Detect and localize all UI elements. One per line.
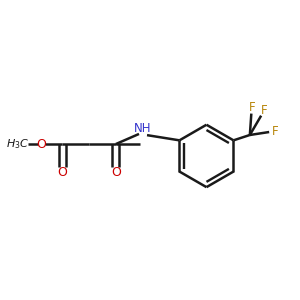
Text: F: F	[272, 124, 279, 137]
Text: $H_3C$: $H_3C$	[6, 137, 29, 151]
Text: NH: NH	[134, 122, 151, 135]
Text: O: O	[111, 166, 121, 179]
Text: F: F	[261, 103, 268, 116]
Text: F: F	[248, 100, 255, 114]
Text: O: O	[37, 138, 46, 151]
Text: O: O	[57, 166, 67, 179]
